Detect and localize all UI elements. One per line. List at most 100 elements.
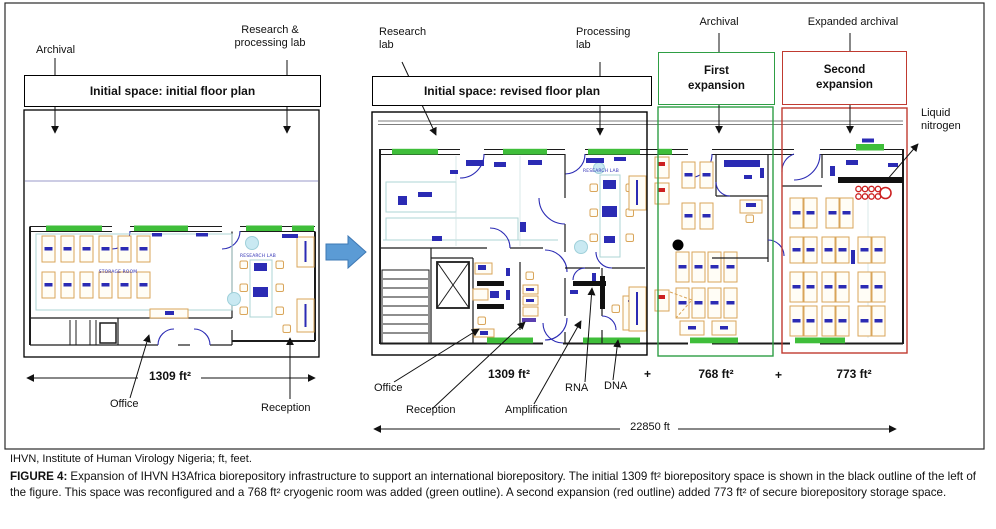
- left-research-processing-label: Research & processing lab: [234, 24, 306, 49]
- reception-desk: [522, 306, 539, 317]
- freezer-icon: [79, 235, 94, 263]
- door-arc: [157, 328, 175, 346]
- figure-caption-text: Expansion of IHVN H3Africa biorepository…: [10, 470, 976, 500]
- stairs-and-elevator: [381, 248, 473, 344]
- transition-arrow-icon: [325, 234, 367, 270]
- rna-label: RNA: [565, 382, 589, 394]
- figure-caption: FIGURE 4: Expansion of IHVN H3Africa bior…: [10, 469, 986, 502]
- door-arc: [781, 153, 795, 173]
- door-arc: [564, 153, 586, 175]
- door-arc: [221, 230, 241, 250]
- freezer-icon: [654, 156, 670, 179]
- door-arc: [601, 315, 617, 331]
- freezer-icon: [789, 305, 804, 337]
- second-expansion-area: [781, 153, 903, 338]
- green-wall-segment: [583, 337, 640, 344]
- elevator-icon: [436, 261, 470, 309]
- green-wall-segment: [795, 337, 845, 344]
- freezer-icon: [98, 271, 113, 299]
- freezer-icon: [41, 235, 56, 263]
- chair-icon: [589, 233, 598, 242]
- freezer-icon: [681, 161, 696, 189]
- total-length-label: 22850 ft: [630, 421, 670, 433]
- door-arc: [542, 322, 564, 344]
- green-wall-segment: [46, 225, 102, 231]
- green-wall-segment: [503, 148, 547, 155]
- liquid-nitrogen-tanks-icon: [855, 185, 892, 200]
- initial-plan-walls: [29, 225, 316, 346]
- right-office-label: Office: [374, 382, 403, 394]
- processing-lab-label: Processing lab: [576, 26, 631, 51]
- chair-icon: [745, 214, 754, 223]
- door-arc: [572, 267, 586, 281]
- office-leader: [393, 328, 480, 383]
- initial-research-lab: RESEARCH LAB: [227, 234, 315, 333]
- door-arc: [715, 181, 731, 197]
- revised-research-lab: [380, 156, 558, 249]
- molecular-rooms: [565, 251, 647, 343]
- initial-plan-title: Initial space: initial floor plan: [24, 75, 321, 107]
- figure-border: [4, 2, 985, 450]
- equipment-circle-icon: [227, 292, 241, 306]
- area-second-expansion-label: 773 ft²: [836, 367, 872, 381]
- freezer-icon: [803, 305, 818, 337]
- plus-sign-1: +: [644, 367, 652, 381]
- green-wall-segment: [588, 148, 640, 155]
- dashed-equipment-outline: [669, 291, 693, 319]
- chair-icon: [525, 271, 534, 280]
- utility-closet: [99, 322, 117, 344]
- freezer-icon: [60, 271, 75, 299]
- expanded-archival-label: Expanded archival: [807, 16, 899, 28]
- door-arc: [489, 227, 511, 249]
- revised-plan-walls: [379, 138, 904, 345]
- freezer-icon: [681, 202, 696, 230]
- first-expansion-outline: [657, 106, 774, 357]
- freezer-icon: [871, 236, 886, 264]
- lab-bench: [249, 259, 273, 318]
- door-arc: [538, 197, 566, 225]
- liquid-nitrogen-label: Liquid nitrogen: [921, 107, 961, 132]
- initial-floor-plan: STORAGE ROOM RESEARCH LAB: [23, 58, 320, 399]
- green-wall-segment: [392, 148, 438, 155]
- left-area-label: 1309 ft²: [148, 369, 192, 383]
- door-arc: [595, 251, 613, 269]
- chair-icon: [477, 316, 486, 325]
- liquid-nitrogen-leader: [885, 143, 919, 182]
- freezer-icon: [675, 287, 690, 319]
- revised-plan-title: Initial space: revised floor plan: [372, 76, 652, 106]
- revised-plan-frame: [371, 111, 648, 356]
- research-lab-label: Research lab: [379, 26, 427, 51]
- chair-icon: [625, 233, 634, 242]
- freezer-icon: [675, 251, 690, 283]
- green-wall-segment: [487, 337, 533, 344]
- freezer-icon: [825, 197, 840, 229]
- freezer-icon: [821, 236, 836, 264]
- second-expansion-outline: [781, 107, 908, 354]
- right-reception-label: Reception: [406, 404, 456, 416]
- freezer-icon: [117, 235, 132, 263]
- freezer-icon: [803, 197, 818, 229]
- chair-icon: [275, 306, 284, 315]
- freezer-icon: [789, 197, 804, 229]
- green-wall-segment: [856, 144, 884, 151]
- freezer-icon: [707, 287, 722, 319]
- lab-bench: [599, 174, 621, 258]
- black-dot-marker: [672, 239, 684, 251]
- second-expansion-box: Second expansion: [782, 51, 907, 105]
- freezer-icon: [691, 251, 706, 283]
- door-arc: [544, 317, 568, 341]
- freezer-icon: [803, 271, 818, 303]
- equipment-circle-icon: [245, 236, 259, 250]
- freezer-icon: [857, 271, 872, 303]
- processing-lab-cad-label: RESEARCH LAB: [583, 168, 619, 174]
- right-archival-label: Archival: [699, 16, 739, 28]
- caption-abbreviations: IHVN, Institute of Human Virology Nigeri…: [10, 453, 252, 465]
- chair-icon: [239, 260, 248, 269]
- amplification-label: Amplification: [505, 404, 568, 416]
- research-lab-cad-label: RESEARCH LAB: [240, 253, 276, 259]
- freezer-icon: [857, 305, 872, 337]
- freezer-icon: [699, 202, 714, 230]
- amplification-leader: [533, 320, 582, 405]
- freezer-icon: [654, 289, 670, 312]
- reception-cad-text-mark: [522, 318, 536, 322]
